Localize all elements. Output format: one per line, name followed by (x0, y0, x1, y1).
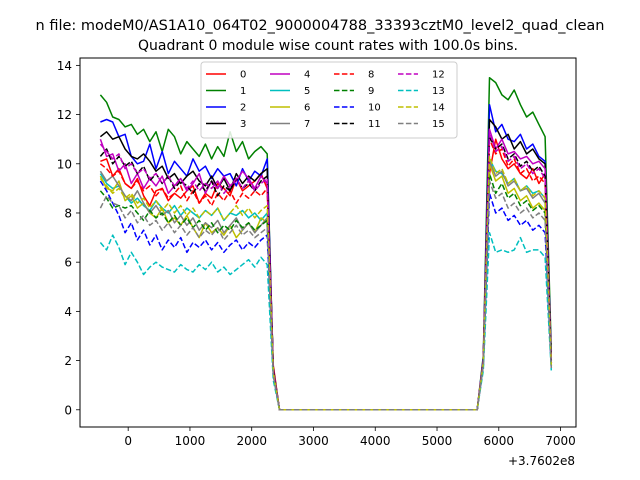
legend-label-5: 5 (304, 86, 310, 97)
legend-label-12: 12 (432, 70, 445, 81)
y-axis-ticks: 0 2 4 6 8 10 12 14 (57, 59, 80, 417)
x-tick-label: 2000 (236, 434, 267, 448)
x-tick-label: 1000 (175, 434, 206, 448)
legend-label-6: 6 (304, 103, 310, 114)
legend-label-11: 11 (368, 119, 381, 130)
legend-label-7: 7 (304, 119, 310, 130)
series-line-9 (99, 172, 553, 411)
x-tick-label: 3000 (298, 434, 329, 448)
series-line-15 (99, 180, 553, 411)
legend-label-9: 9 (368, 86, 374, 97)
x-tick-label: 7000 (545, 434, 576, 448)
legend-label-10: 10 (368, 103, 381, 114)
y-tick-label: 0 (64, 403, 72, 417)
legend-label-1: 1 (240, 86, 246, 97)
y-tick-label: 6 (64, 256, 72, 270)
y-tick-label: 2 (64, 354, 72, 368)
legend-label-15: 15 (432, 119, 445, 130)
chart-title: Quadrant 0 module wise count rates with … (138, 38, 518, 54)
legend-label-2: 2 (240, 103, 246, 114)
axes-frame (79, 57, 577, 428)
series-line-4 (99, 128, 553, 411)
series-line-10 (99, 180, 553, 411)
y-tick-label: 8 (64, 206, 72, 220)
legend-box (200, 61, 458, 139)
y-tick-label: 12 (57, 108, 72, 122)
series-line-3 (99, 118, 553, 411)
legend-label-8: 8 (368, 70, 374, 81)
series-layer (99, 76, 553, 411)
x-tick-label: 4000 (360, 434, 391, 448)
series-line-1 (99, 76, 553, 411)
x-tick-label: 0 (124, 434, 132, 448)
series-line-14 (99, 155, 553, 411)
legend-label-4: 4 (304, 70, 310, 81)
x-axis-offset-label: +3.7602e8 (508, 454, 575, 468)
x-tick-label: 5000 (422, 434, 453, 448)
legend-label-13: 13 (432, 86, 445, 97)
y-tick-label: 10 (57, 157, 72, 171)
x-axis-ticks: 0 1000 2000 3000 4000 5000 6000 7000 (124, 427, 576, 448)
legend-label-14: 14 (432, 103, 445, 114)
series-line-8 (99, 138, 553, 411)
series-line-12 (99, 131, 553, 411)
y-tick-label: 14 (57, 59, 72, 73)
series-line-7 (99, 160, 553, 411)
x-tick-label: 6000 (484, 434, 515, 448)
y-tick-label: 4 (64, 305, 72, 319)
series-line-13 (99, 231, 553, 411)
figure-suptitle: n file: modeM0/AS1A10_064T02_9000004788_… (36, 18, 605, 34)
legend-label-0: 0 (240, 70, 246, 81)
legend-label-3: 3 (240, 119, 246, 130)
